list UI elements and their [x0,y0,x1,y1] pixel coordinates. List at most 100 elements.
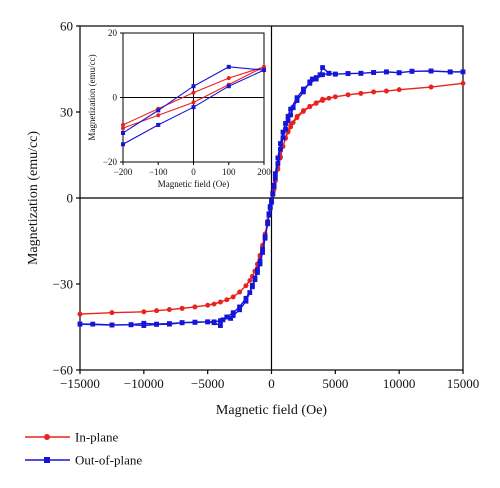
main-series-0-point [301,109,306,114]
main-series-1-point [270,191,276,197]
main-x-tick-label: −10000 [124,376,164,391]
main-y-tick-label: −30 [53,277,73,292]
main-x-tick-label: 15000 [447,376,480,391]
main-series-1-point [220,317,226,323]
inset-series-0-point [191,100,196,105]
main-series-1-point [166,321,172,326]
main-y-tick-label: 30 [60,105,73,120]
inset-series-1-point [191,105,196,110]
main-series-1-point [224,314,230,320]
main-series-0-point [243,283,249,289]
main-series-1-point [384,69,389,75]
inset-x-tick-label: 200 [257,167,271,177]
main-series-1-point [218,323,223,328]
main-series-1-point [77,321,83,327]
main-x-tick-label: −5000 [191,376,224,391]
main-series-1-point [90,321,96,327]
main-series-1-point [332,71,338,77]
main-series-0-point [358,90,364,96]
main-series-1-point [257,261,263,267]
main-series-1-point [320,65,325,70]
inset-series-1-point [121,142,125,147]
main-series-1-point [371,70,377,75]
main-series-0-point [294,115,300,121]
main-series-1-point [396,70,402,76]
main-series-1-point [288,112,294,118]
main-series-0-point [192,304,198,310]
main-series-0-point [313,101,319,106]
main-series-1-point [255,270,260,275]
main-series-1-point [309,76,315,82]
main-x-tick-label: 0 [268,376,275,391]
inset-series-0-point [121,122,125,127]
inset-series-0-point [226,76,231,81]
main-series-1-point [192,320,198,325]
main-y-tick-label: 60 [60,19,73,34]
main-series-1-point [218,318,223,324]
inset-x-tick-label: −100 [149,167,168,177]
main-series-0-point [288,124,294,130]
main-series-0-point [154,308,160,314]
legend-label: In-plane [75,430,119,445]
main-series-1-point [288,106,294,112]
main-series-1-point [179,320,185,326]
main-series-0-point [396,87,402,93]
main-series-1-point [326,70,332,76]
main-series-1-point [230,313,236,318]
main-x-tick-label: −15000 [60,376,100,391]
main-series-0-point [218,299,223,305]
main-series-1-point [294,95,300,101]
inset-series-1-point [226,64,231,69]
main-series-0-point [428,84,434,90]
main-series-1-point [262,235,268,241]
main-series-1-point [265,221,271,227]
main-series-1-point [294,98,300,103]
main-series-0-point [307,104,313,110]
main-series-0-point [320,98,325,103]
main-series-1-point [280,135,286,141]
inset-series-1-point [191,84,196,89]
main-series-1-point [345,71,351,76]
legend-swatch-marker [44,434,50,440]
main-series-1-point [247,290,253,295]
main-plot: −15000 −10000 −5000 0 5000 10000 15000−60−3003… [26,19,479,418]
main-series-1-point [275,161,281,166]
inset-x-axis-title: Magnetic field (Oe) [158,179,229,189]
main-y-axis-title: Magnetization (emu/cc) [26,131,41,265]
main-series-0-point [345,92,351,98]
main-series-1-point [301,89,306,95]
main-series-1-point [285,113,291,119]
main-x-tick-label: 5000 [322,376,348,391]
main-series-1-point [141,320,147,326]
main-series-1-point [154,321,159,327]
main-series-0-point [384,88,389,94]
main-series-1-point [237,307,242,313]
main-series-1-point [237,304,242,310]
main-series-1-point [460,69,466,75]
main-series-1-point [269,198,274,204]
main-series-1-point [280,129,286,135]
main-series-0-point [237,289,242,295]
legend-swatch-marker [44,457,50,463]
main-series-1-point [290,105,296,111]
main-x-tick-label: 10000 [383,376,416,391]
main-series-0-point [166,307,172,312]
inset-x-tick-label: 100 [222,167,236,177]
main-x-axis-title: Magnetic field (Oe) [216,403,328,418]
main-series-1-point [320,72,325,78]
main-series-1-point [278,146,283,152]
main-series-0-point [77,311,83,317]
inset-series-1-point [156,108,161,113]
main-series-1-point [228,316,234,321]
main-series-0-point [205,302,211,308]
inset-y-tick-label: −20 [103,157,118,167]
main-series-1-point [211,319,217,325]
main-series-1-point [230,310,236,316]
inset-y-tick-label: 20 [108,28,118,38]
inset-x-tick-label: −200 [114,167,133,177]
inset-series-0-point [191,90,196,95]
main-series-1-point [257,258,263,264]
inset-series-0-point [121,126,125,131]
